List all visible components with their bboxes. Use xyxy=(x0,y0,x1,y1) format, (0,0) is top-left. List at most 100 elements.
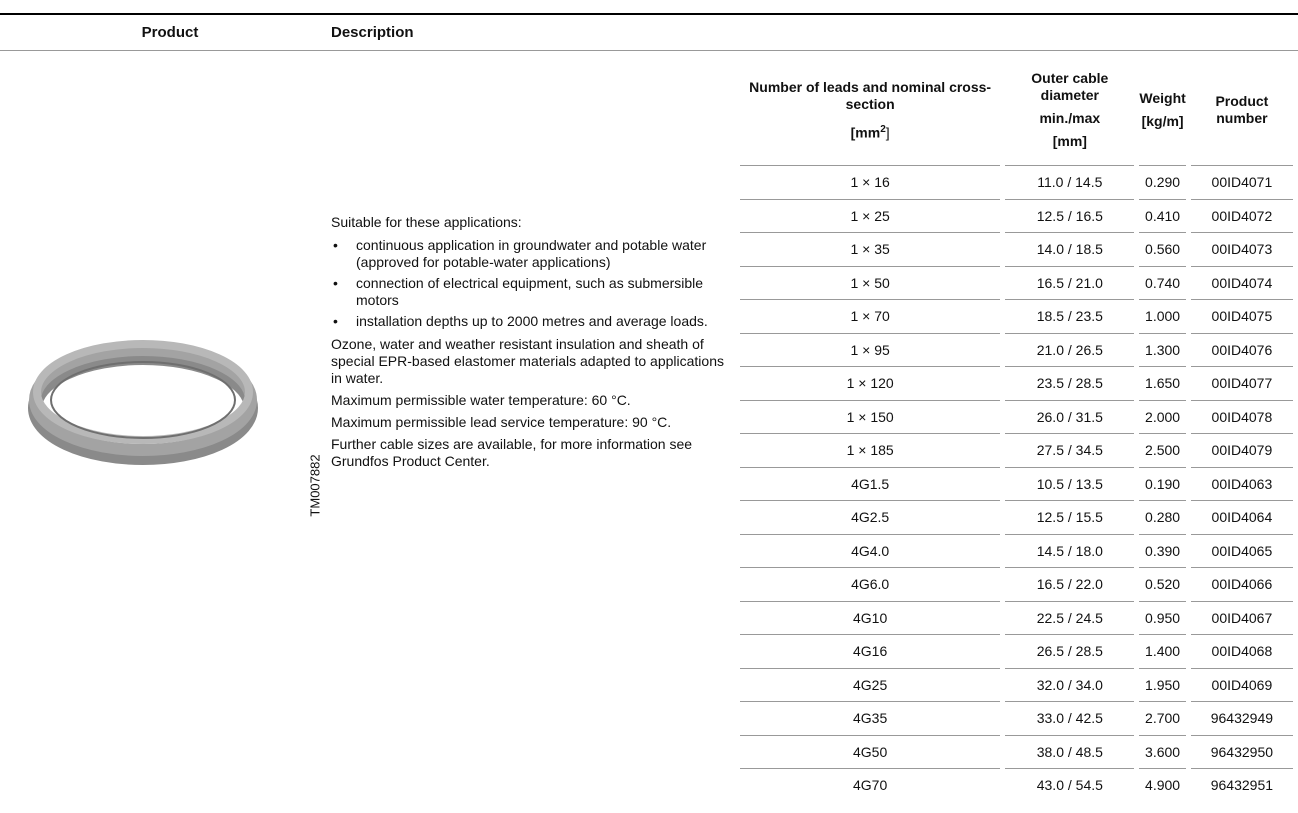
header-product: Product xyxy=(141,24,199,41)
header-rule xyxy=(0,50,1298,51)
cell: 00ID4075 xyxy=(1190,299,1293,333)
cell: 1.650 xyxy=(1139,366,1186,400)
table-row: 1 × 16 11.0 / 14.5 0.290 00ID4071 xyxy=(740,165,1293,199)
cable-table: Number of leads and nominal cross-sectio… xyxy=(735,55,1298,802)
table-row: 1 × 70 18.5 / 23.5 1.000 00ID4075 xyxy=(740,299,1293,333)
cell: 0.410 xyxy=(1139,198,1186,233)
table-row: 1 × 95 21.0 / 26.5 1.300 00ID4076 xyxy=(740,332,1293,367)
table-row: 1 × 120 23.5 / 28.5 1.650 00ID4077 xyxy=(740,366,1293,400)
unit-prefix: [mm xyxy=(850,124,881,141)
table-row: 1 × 50 16.5 / 21.0 0.740 00ID4074 xyxy=(740,265,1293,300)
cell: 00ID4063 xyxy=(1190,466,1293,501)
header-line: Number of leads and nominal cross-sectio… xyxy=(749,78,992,112)
header-line: min./max xyxy=(1039,110,1101,126)
table-row: 4G1.5 10.5 / 13.5 0.190 00ID4063 xyxy=(740,466,1293,501)
cell: 4G70 xyxy=(740,768,1001,802)
cell: 00ID4076 xyxy=(1190,332,1293,367)
cell: 26.0 / 31.5 xyxy=(1005,399,1135,434)
cell: 1 × 185 xyxy=(740,433,1001,467)
cell: 0.290 xyxy=(1139,165,1186,199)
cell: 00ID4079 xyxy=(1190,433,1293,467)
cell: 43.0 / 54.5 xyxy=(1005,768,1135,802)
cell: 26.5 / 28.5 xyxy=(1005,634,1135,668)
cell: 14.0 / 18.5 xyxy=(1005,232,1135,266)
table-row: 1 × 35 14.0 / 18.5 0.560 00ID4073 xyxy=(740,232,1293,266)
cell: 0.950 xyxy=(1139,600,1186,635)
cell: 1 × 50 xyxy=(740,265,1001,300)
table-row: 4G10 22.5 / 24.5 0.950 00ID4067 xyxy=(740,600,1293,635)
cell: 0.390 xyxy=(1139,533,1186,568)
top-rule xyxy=(0,13,1298,15)
table-row: 4G16 26.5 / 28.5 1.400 00ID4068 xyxy=(740,634,1293,668)
cell: 1 × 25 xyxy=(740,198,1001,233)
cell: 2.500 xyxy=(1139,433,1186,467)
description: Suitable for these applications: continu… xyxy=(331,214,726,475)
header-description: Description xyxy=(331,24,414,41)
cell: 1.950 xyxy=(1139,667,1186,702)
cell: 00ID4078 xyxy=(1190,399,1293,434)
cell: 2.000 xyxy=(1139,399,1186,434)
cell: 12.5 / 16.5 xyxy=(1005,198,1135,233)
cell: 1 × 16 xyxy=(740,165,1001,199)
paragraph: Further cable sizes are available, for m… xyxy=(331,436,693,469)
cell: 38.0 / 48.5 xyxy=(1005,734,1135,769)
cell: 00ID4066 xyxy=(1190,567,1293,601)
cell: 4.900 xyxy=(1139,768,1186,802)
bullet-list: continuous application in groundwater an… xyxy=(331,237,726,330)
cell: 96432950 xyxy=(1190,734,1293,769)
cable-image xyxy=(28,340,258,465)
column-header: Weight [kg/m] xyxy=(1139,55,1185,165)
table-row: 1 × 150 26.0 / 31.5 2.000 00ID4078 xyxy=(740,399,1293,434)
cell: 4G16 xyxy=(740,634,1001,668)
cell: 1.300 xyxy=(1139,332,1186,367)
cell: 00ID4064 xyxy=(1190,500,1293,534)
cell: 33.0 / 42.5 xyxy=(1005,701,1135,735)
cell: 00ID4072 xyxy=(1190,198,1293,233)
cell: 1.400 xyxy=(1139,634,1186,668)
bullet: connection of electrical equipment, such… xyxy=(331,275,726,309)
cell: 00ID4077 xyxy=(1190,366,1293,400)
cell: 23.5 / 28.5 xyxy=(1005,366,1135,400)
table-row: 1 × 25 12.5 / 16.5 0.410 00ID4072 xyxy=(740,198,1293,233)
cell: 21.0 / 26.5 xyxy=(1005,332,1135,367)
cell: 4G50 xyxy=(740,734,1001,769)
cell: 0.740 xyxy=(1139,265,1186,300)
cell: 1.000 xyxy=(1139,299,1186,333)
bullet: installation depths up to 2000 metres an… xyxy=(331,313,726,330)
cell: 1 × 150 xyxy=(740,399,1001,434)
cell: 1 × 95 xyxy=(740,332,1001,367)
cell: 1 × 120 xyxy=(740,366,1001,400)
cell: 00ID4065 xyxy=(1190,533,1293,568)
cell: 0.190 xyxy=(1139,466,1186,501)
cell: 3.600 xyxy=(1139,734,1186,769)
cell: 1 × 70 xyxy=(740,299,1001,333)
paragraphs: Ozone, water and weather resistant insul… xyxy=(331,336,726,470)
cell: 4G35 xyxy=(740,701,1001,735)
paragraph: Maximum permissible lead service tempera… xyxy=(331,414,672,430)
header-line: [kg/m] xyxy=(1141,113,1184,129)
header-row: Number of leads and nominal cross-sectio… xyxy=(740,55,1293,165)
column-header: Number of leads and nominal cross-sectio… xyxy=(740,55,1000,165)
cell: 27.5 / 34.5 xyxy=(1005,433,1135,467)
cell: 4G10 xyxy=(740,600,1001,635)
column-header: Product number xyxy=(1191,55,1293,165)
table-row: 4G2.5 12.5 / 15.5 0.280 00ID4064 xyxy=(740,500,1293,534)
header-line: Weight xyxy=(1139,90,1186,106)
header-line: Product number xyxy=(1215,93,1269,126)
cell: 2.700 xyxy=(1139,701,1186,735)
cell: 4G6.0 xyxy=(740,567,1001,601)
table-row: 4G50 38.0 / 48.5 3.600 96432950 xyxy=(740,734,1293,769)
cell: 16.5 / 21.0 xyxy=(1005,265,1135,300)
cell: 00ID4069 xyxy=(1190,667,1293,702)
paragraph: Maximum permissible water temperature: 6… xyxy=(331,392,631,408)
cell: 96432951 xyxy=(1190,768,1293,802)
cell: 4G4.0 xyxy=(740,533,1001,568)
paragraph: Ozone, water and weather resistant insul… xyxy=(331,336,724,386)
cell: 4G25 xyxy=(740,667,1001,702)
table-body: 1 × 16 11.0 / 14.5 0.290 00ID4071 1 × 25 12.5… xyxy=(740,165,1293,802)
cell: 12.5 / 15.5 xyxy=(1005,500,1135,534)
cell: 4G1.5 xyxy=(740,466,1001,501)
cell: 11.0 / 14.5 xyxy=(1005,165,1135,199)
cell: 00ID4074 xyxy=(1190,265,1293,300)
